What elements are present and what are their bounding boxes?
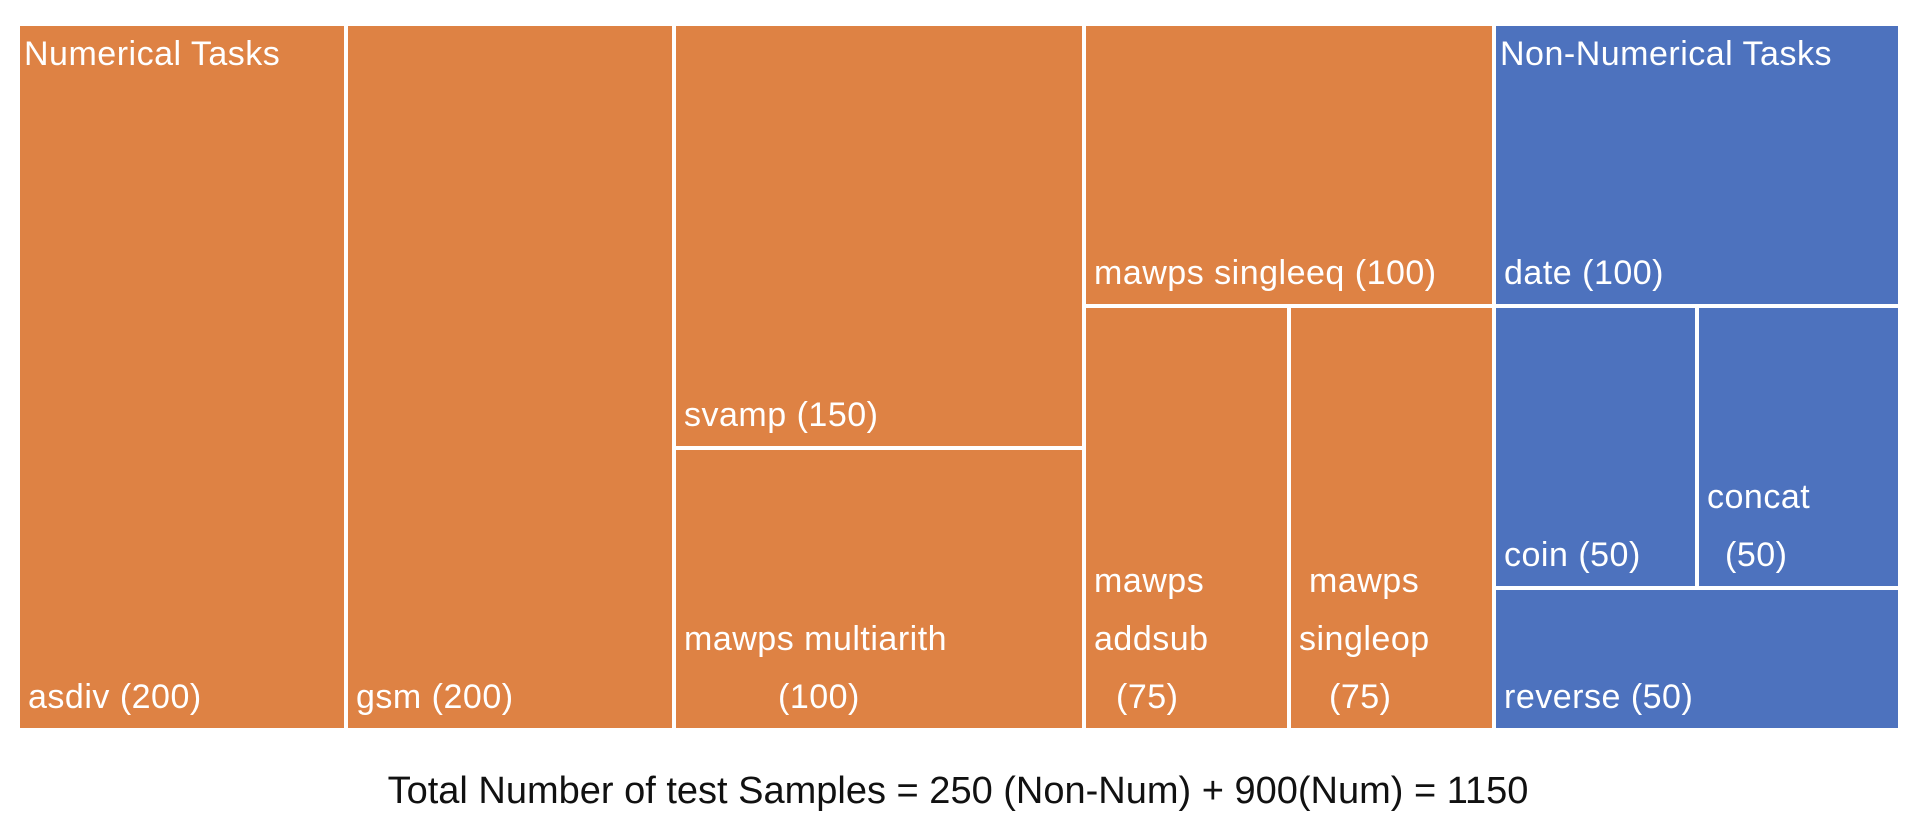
treemap-cell-label: addsub (1094, 620, 1209, 658)
treemap-cell-coin: coin (50) (1494, 306, 1697, 588)
treemap-cell-asdiv: asdiv (200) (18, 24, 346, 730)
treemap-cell-gsm: gsm (200) (346, 24, 674, 730)
treemap-cell-label: (100) (778, 678, 860, 716)
treemap-group-label: Numerical Tasks (24, 35, 281, 73)
treemap-cell-svamp: svamp (150) (674, 24, 1084, 448)
treemap-cell-label: mawps multiarith (684, 620, 948, 658)
treemap-cell-mawps-singleop: mawps singleop (75) (1289, 306, 1494, 730)
treemap-cell-concat: concat (50) (1697, 306, 1900, 588)
treemap-group-label: Non-Numerical Tasks (1500, 35, 1832, 73)
treemap-cell-label: concat (1707, 478, 1811, 516)
treemap-cell-label: asdiv (200) (28, 678, 202, 716)
treemap: asdiv (200) gsm (200) svamp (150) mawps mul… (18, 24, 1900, 730)
treemap-cell-mawps-multiarith: mawps multiarith (100) (674, 448, 1084, 730)
chart-footer: Total Number of test Samples = 250 (Non-… (387, 770, 1529, 812)
treemap-cell-label: (75) (1116, 678, 1179, 716)
treemap-cell-label: gsm (200) (356, 678, 514, 716)
treemap-cell-mawps-addsub: mawps addsub (75) (1084, 306, 1289, 730)
treemap-cell-label: (50) (1725, 536, 1788, 574)
treemap-cell-label: singleop (1299, 620, 1430, 658)
treemap-cell-label: mawps (1094, 562, 1205, 600)
treemap-cell-label: date (100) (1504, 254, 1664, 292)
treemap-cell-mawps-singleeq: mawps singleeq (100) (1084, 24, 1494, 306)
treemap-cell-label: reverse (50) (1504, 678, 1694, 716)
treemap-cell-reverse: reverse (50) (1494, 588, 1900, 730)
treemap-cell-label: (75) (1329, 678, 1392, 716)
treemap-cell-label: mawps singleeq (100) (1094, 254, 1437, 292)
treemap-cell-label: coin (50) (1504, 536, 1641, 574)
treemap-cell-date: date (100) (1494, 24, 1900, 306)
treemap-cell-label: svamp (150) (684, 396, 879, 434)
treemap-cell-label: mawps (1309, 562, 1420, 600)
